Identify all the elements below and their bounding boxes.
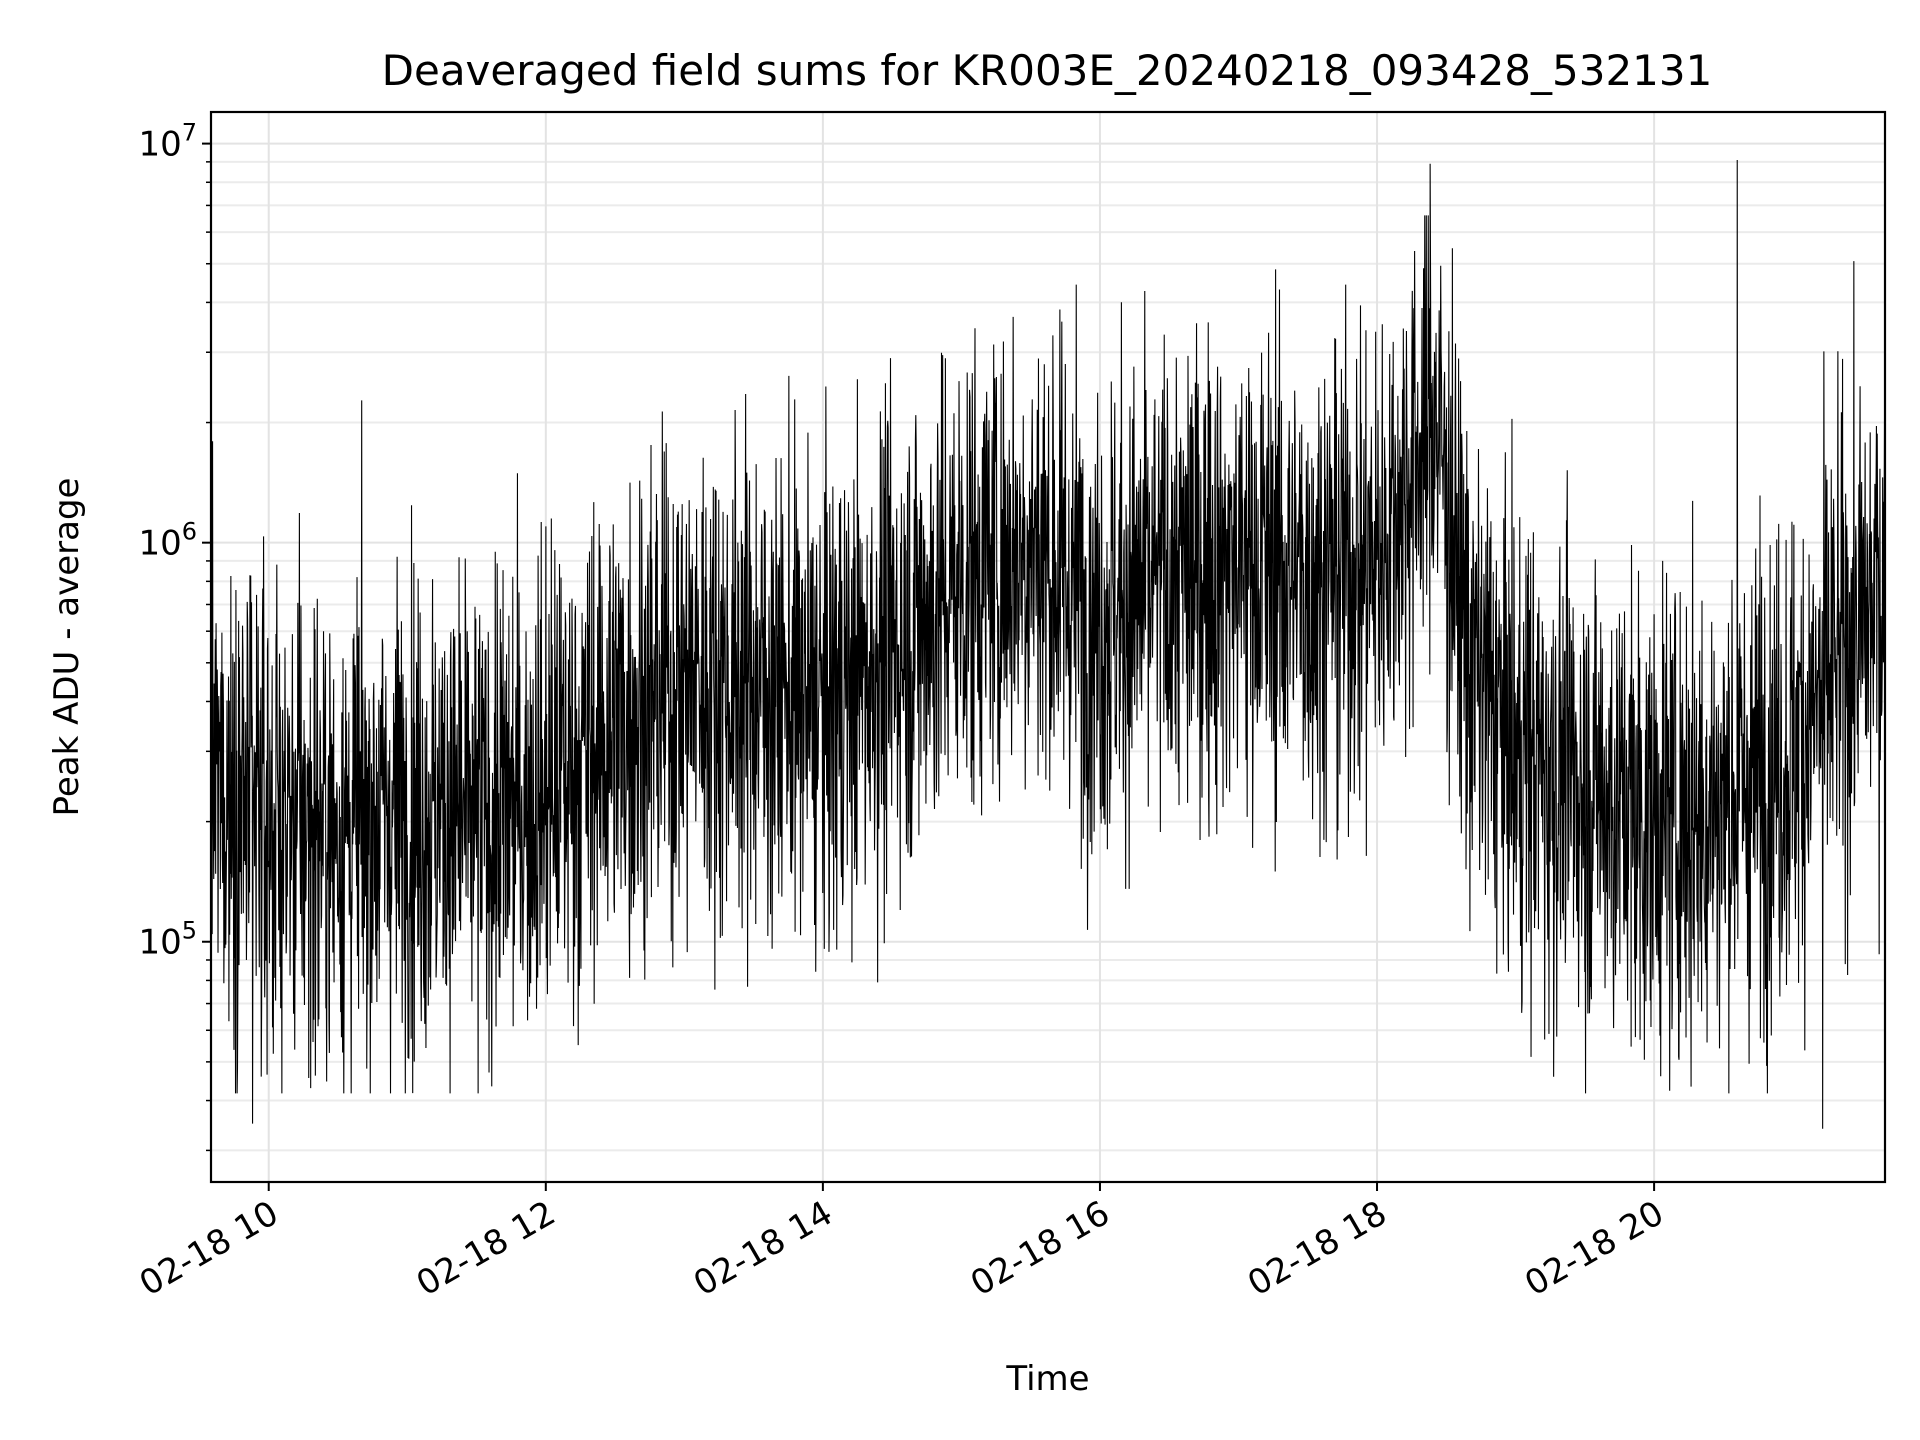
y-axis-label: Peak ADU - average (47, 478, 87, 817)
plot-frame (209, 110, 1887, 1184)
series-line (211, 159, 1885, 1129)
major-gridlines (211, 112, 1885, 1182)
x-tick-label: 02-18 10 (133, 1193, 285, 1304)
y-tick-label: 107 (138, 119, 197, 165)
y-tick-label: 106 (138, 518, 197, 564)
series-layer (211, 159, 1885, 1129)
x-tick-label: 02-18 14 (687, 1193, 839, 1304)
x-tick-label: 02-18 20 (1518, 1193, 1670, 1304)
y-tick-label: 105 (138, 917, 197, 963)
chart-title: Deaveraged field sums for KR003E_2024021… (382, 46, 1713, 95)
x-axis: 02-18 10 02-18 12 02-18 14 02-18 16 02-18 18… (133, 1182, 1671, 1304)
minor-gridlines (211, 160, 1885, 1152)
x-tick-label: 02-18 16 (964, 1193, 1116, 1304)
x-tick-label: 02-18 12 (410, 1193, 562, 1304)
x-axis-label: Time (1005, 1359, 1089, 1399)
x-tick-label: 02-18 18 (1241, 1193, 1393, 1304)
y-axis: 105 106 107 (138, 119, 211, 1152)
